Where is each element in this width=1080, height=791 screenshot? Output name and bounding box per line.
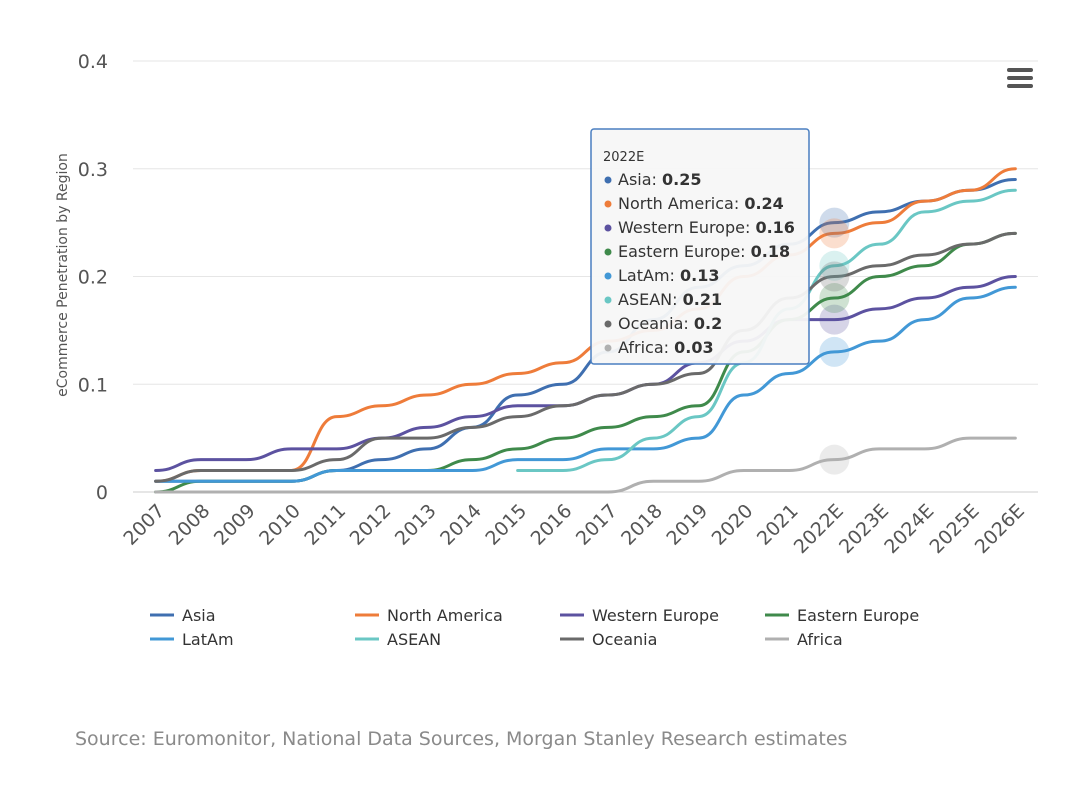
tooltip-bullet	[604, 224, 612, 232]
legend-item[interactable]: ASEAN	[355, 630, 441, 649]
legend-item[interactable]: Africa	[765, 630, 843, 649]
x-tick-label: 2011	[300, 500, 350, 550]
legend-label: Oceania	[592, 630, 657, 649]
legend-label: ASEAN	[387, 630, 441, 649]
tooltip-row: ASEAN: 0.21	[618, 290, 722, 309]
y-tick-label: 0.4	[78, 51, 108, 73]
legend-item[interactable]: Eastern Europe	[765, 606, 919, 625]
x-tick-label: 2008	[165, 500, 215, 550]
x-tick-label: 2020	[708, 500, 758, 550]
hover-halo	[819, 304, 850, 335]
series-lines	[154, 167, 1017, 494]
legend: Asia North America Western Europe Eastern E…	[150, 606, 919, 649]
tooltip-row: Eastern Europe: 0.18	[618, 242, 790, 261]
tooltip-category: 2022E	[603, 150, 644, 165]
tooltip-row: Western Europe: 0.16	[618, 218, 795, 237]
tooltip-row: Asia: 0.25	[618, 170, 702, 189]
tooltip-bullet	[604, 320, 612, 328]
source-note: Source: Euromonitor, National Data Sourc…	[75, 728, 848, 750]
x-tick-label: 2016	[527, 500, 577, 550]
x-tick-label: 2017	[572, 500, 622, 550]
series-line-asia	[154, 178, 1017, 483]
y-tick-label: 0.1	[78, 374, 108, 396]
hover-halo	[819, 250, 850, 281]
hover-halo	[819, 444, 850, 475]
series-line-latam	[154, 285, 1017, 483]
hover-halo	[819, 207, 850, 238]
legend-item[interactable]: Western Europe	[560, 606, 719, 625]
hover-markers	[819, 207, 850, 475]
tooltip-bullet	[604, 248, 612, 256]
y-axis-ticks: 0 0.1 0.2 0.3 0.4	[78, 51, 108, 504]
x-tick-label: 2014	[436, 500, 486, 550]
legend-item[interactable]: Oceania	[560, 630, 657, 649]
x-tick-label: 2013	[391, 500, 441, 550]
y-tick-label: 0.2	[78, 267, 108, 289]
x-tick-label: 2019	[662, 500, 712, 550]
x-tick-label: 2022E	[790, 500, 848, 558]
x-tick-label: 2024E	[880, 500, 938, 558]
legend-label: Western Europe	[592, 606, 719, 625]
hover-halo	[819, 261, 850, 292]
y-axis-label: eCommerce Penetration by Region	[55, 153, 71, 397]
legend-item[interactable]: Asia	[150, 606, 216, 625]
x-tick-label: 2009	[210, 500, 260, 550]
legend-label: Eastern Europe	[797, 606, 919, 625]
hover-halo	[819, 283, 850, 314]
tooltip-bullet	[604, 296, 612, 304]
tooltip-bullet	[604, 200, 612, 208]
tooltip-row: LatAm: 0.13	[618, 266, 719, 285]
hover-halo	[819, 336, 850, 367]
tooltip-bullet	[604, 272, 612, 280]
series-line-western-europe	[154, 275, 1017, 472]
tooltip-row: Africa: 0.03	[618, 338, 714, 357]
legend-item[interactable]: LatAm	[150, 630, 234, 649]
y-tick-label: 0.3	[78, 159, 108, 181]
x-tick-label: 2023E	[835, 500, 893, 558]
x-tick-label: 2010	[255, 500, 305, 550]
grid-lines	[133, 60, 1038, 493]
legend-label: Asia	[182, 606, 216, 625]
tooltip-bullet	[604, 344, 612, 352]
x-tick-label: 2012	[346, 500, 396, 550]
tooltip-bullet	[604, 176, 612, 184]
x-tick-label: 2025E	[925, 500, 983, 558]
tooltip-row: North America: 0.24	[618, 194, 784, 213]
hover-halo	[819, 218, 850, 249]
legend-label: North America	[387, 606, 503, 625]
x-axis-ticks: 2007200820092010201120122013201420152016…	[119, 500, 1029, 558]
legend-item[interactable]: North America	[355, 606, 503, 625]
legend-label: Africa	[797, 630, 843, 649]
series-line-africa	[154, 436, 1017, 494]
x-tick-label: 2026E	[971, 500, 1029, 558]
hamburger-menu-icon[interactable]	[1002, 66, 1038, 94]
x-tick-label: 2015	[481, 500, 531, 550]
x-tick-label: 2018	[617, 500, 667, 550]
y-tick-label: 0	[96, 482, 108, 504]
legend-label: LatAm	[182, 630, 234, 649]
x-tick-label: 2007	[119, 500, 169, 550]
series-line-oceania	[154, 231, 1017, 483]
tooltip-row: Oceania: 0.2	[618, 314, 722, 333]
tooltip-box	[590, 128, 810, 365]
tooltip: 2022E Asia: 0.25 North America: 0.24 Wester…	[590, 128, 810, 365]
